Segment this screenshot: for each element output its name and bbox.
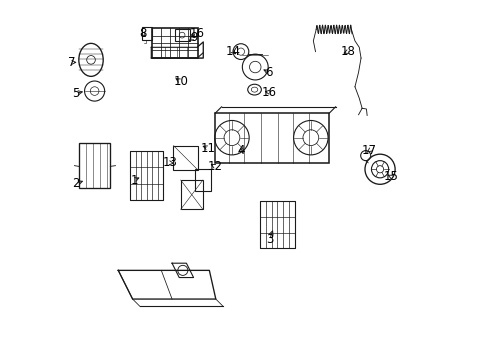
Bar bbox=[142, 27, 152, 40]
Text: 18: 18 bbox=[340, 45, 354, 58]
Bar bbox=[173, 145, 198, 170]
Bar bbox=[174, 30, 189, 41]
Bar bbox=[180, 180, 203, 210]
Text: 8: 8 bbox=[140, 27, 147, 40]
Text: 17: 17 bbox=[361, 144, 376, 157]
Text: 7: 7 bbox=[68, 56, 75, 69]
Text: 16: 16 bbox=[189, 27, 204, 40]
Text: 15: 15 bbox=[383, 170, 397, 183]
Bar bbox=[260, 201, 294, 248]
Text: 12: 12 bbox=[207, 160, 222, 173]
Text: 16: 16 bbox=[261, 86, 276, 99]
Bar bbox=[79, 143, 110, 188]
Bar bbox=[195, 169, 210, 192]
Text: 14: 14 bbox=[225, 45, 240, 58]
Text: 9: 9 bbox=[189, 31, 197, 44]
Text: 2: 2 bbox=[72, 177, 80, 190]
Text: 4: 4 bbox=[237, 144, 244, 157]
Text: 13: 13 bbox=[162, 156, 177, 169]
Text: 11: 11 bbox=[201, 142, 216, 155]
Text: 10: 10 bbox=[173, 75, 188, 88]
Bar bbox=[130, 151, 163, 201]
Text: 6: 6 bbox=[264, 66, 272, 79]
Text: 3: 3 bbox=[265, 233, 273, 246]
Text: 5: 5 bbox=[72, 87, 80, 100]
Bar bbox=[151, 28, 197, 58]
Text: 1: 1 bbox=[130, 174, 138, 186]
Bar bbox=[215, 113, 328, 163]
